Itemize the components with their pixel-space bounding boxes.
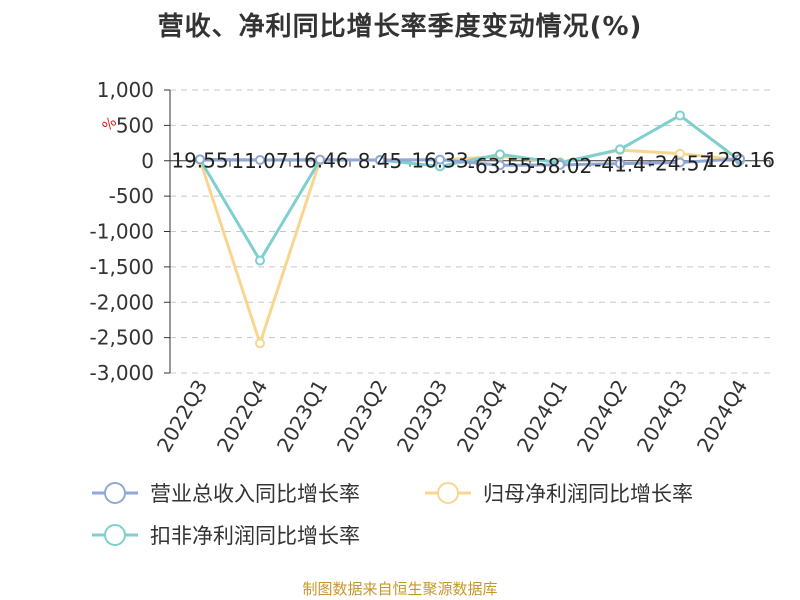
legend-label: 扣非净利润同比增长率 [150, 524, 360, 548]
legend-item: 扣非净利润同比增长率 [92, 524, 360, 548]
y-tick-label: -1,000 [90, 220, 154, 244]
legend-label: 营业总收入同比增长率 [150, 482, 360, 506]
data-point [435, 154, 445, 165]
data-point [195, 154, 205, 165]
series-line [199, 157, 741, 167]
legend-swatch-marker [437, 482, 459, 504]
grid-lines [170, 89, 770, 374]
series-line [198, 148, 741, 345]
data-label: -24.57 [648, 151, 712, 175]
legend-item: 营业总收入同比增长率 [92, 482, 360, 506]
y-tick-label: 0 [141, 149, 154, 173]
y-tick-label: 500 [116, 113, 154, 137]
data-point [495, 160, 505, 171]
data-point [495, 149, 505, 160]
data-label: 11.07 [231, 149, 288, 173]
y-tick-label: -500 [109, 184, 154, 208]
data-point [255, 338, 265, 349]
data-label: -63.55 [468, 154, 532, 178]
data-label: -58.02 [528, 154, 592, 178]
data-point [615, 158, 625, 169]
data-point [615, 144, 625, 155]
data-label: 8.45 [358, 149, 403, 173]
data-point [675, 110, 685, 121]
source-note: 制图数据来自恒生聚源数据库 [302, 580, 498, 598]
y-tick-label: -2,500 [90, 326, 154, 350]
y-tick-label: 1,000 [97, 78, 154, 102]
y-tick-label: -3,000 [90, 361, 154, 385]
legend-item: 归母净利润同比增长率 [425, 482, 693, 506]
legend-swatch-marker [104, 482, 126, 504]
data-label: 128.16 [705, 148, 775, 172]
x-tick-label: 2024Q4 [692, 376, 752, 457]
x-tick-label: 2024Q3 [632, 376, 692, 457]
legend-label: 归母净利润同比增长率 [483, 482, 693, 506]
data-labels: 19.55 11.07 16.46 8.45 16.33 -63.55-58.02 -41.… [171, 148, 775, 178]
data-point [735, 153, 745, 164]
data-point [315, 154, 325, 165]
x-tick-label: 2023Q3 [392, 376, 452, 457]
data-label: -41.4 [594, 153, 646, 177]
data-point [555, 159, 565, 170]
x-tick-label: 2024Q2 [572, 376, 632, 457]
x-tick-label: 2023Q2 [332, 376, 392, 457]
data-label: 16.46 [291, 149, 348, 173]
data-point [255, 255, 265, 266]
legend-swatch-marker [104, 524, 126, 546]
data-point [675, 157, 685, 168]
y-tick-label: -1,500 [90, 255, 154, 279]
chart-title: 营收、净利同比增长率季度变动情况(%) [157, 12, 643, 42]
x-tick-label: 2024Q1 [512, 376, 572, 457]
x-tick-label: 2022Q3 [152, 376, 212, 457]
data-point [375, 155, 385, 166]
series-lines [195, 110, 745, 349]
x-tick-label: 2023Q4 [452, 376, 512, 457]
data-label: 19.55 [171, 148, 228, 172]
y-tick-label: -2,000 [90, 290, 154, 314]
x-tick-label: 2022Q4 [212, 376, 272, 457]
series-line [198, 113, 741, 263]
x-tick-label: 2023Q1 [272, 376, 332, 457]
data-label: 16.33 [411, 149, 468, 173]
data-point [255, 154, 265, 165]
